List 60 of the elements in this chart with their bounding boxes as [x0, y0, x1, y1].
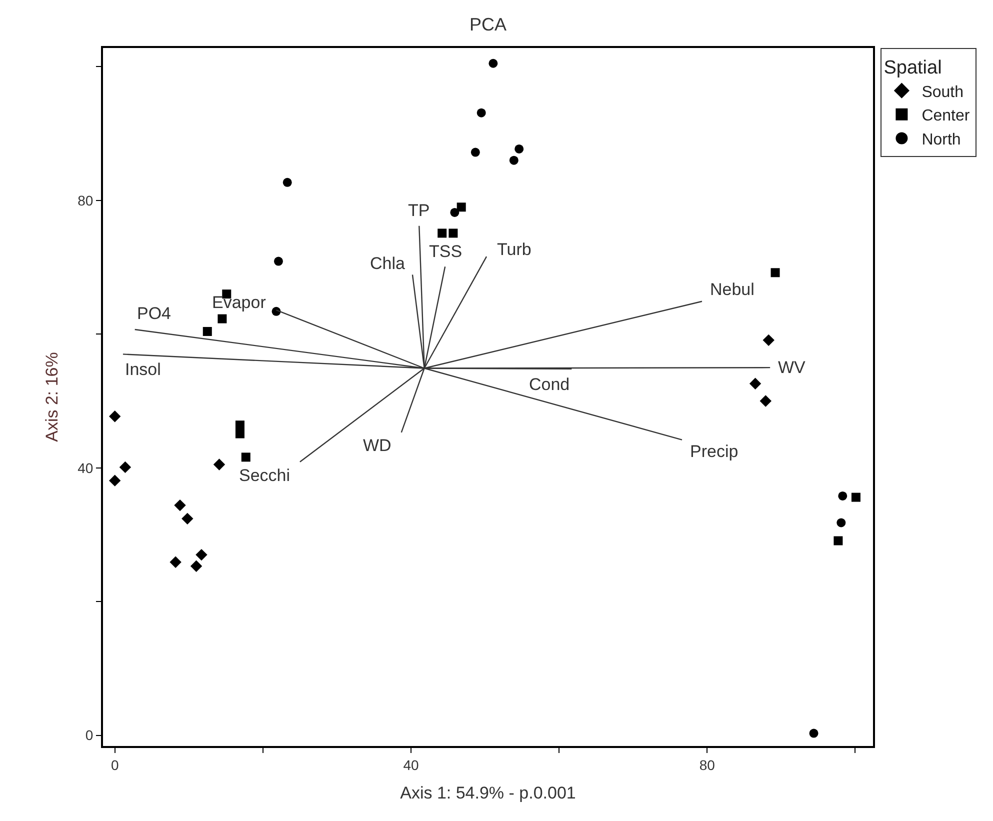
point [202, 326, 212, 336]
point [509, 156, 518, 165]
annotation: Cond [529, 375, 570, 394]
point [438, 228, 447, 238]
point [282, 178, 292, 187]
annotation: Turb [497, 240, 532, 259]
x-axis-title: Axis 1: 54.9% - p.0.001 [400, 784, 576, 803]
point [119, 461, 132, 474]
annotation: Secchi [239, 466, 290, 485]
point [190, 560, 202, 572]
legend-label: North [922, 131, 961, 148]
point [182, 512, 194, 525]
annotation: Nebul [710, 280, 754, 299]
point [109, 410, 121, 422]
chart-title: PCA [469, 14, 507, 35]
point [448, 228, 458, 238]
point [235, 420, 244, 430]
point [456, 202, 466, 212]
point [836, 518, 846, 528]
point [476, 108, 486, 118]
point [274, 256, 283, 266]
point [450, 208, 460, 217]
point [760, 395, 772, 407]
point [770, 268, 780, 278]
point [170, 556, 182, 568]
annotation: WV [778, 358, 806, 377]
annotation: Insol [125, 360, 161, 379]
point [488, 58, 498, 68]
point [235, 429, 244, 438]
point [470, 148, 480, 157]
y-tick-label: 0 [85, 727, 94, 744]
point [838, 491, 848, 500]
legend-label: Center [922, 108, 970, 125]
legend-title: Spatial [884, 58, 942, 79]
annotation: Evapor [212, 293, 266, 312]
annotation: PO4 [137, 304, 172, 323]
annotation: Precip [690, 442, 738, 461]
annotation: Chla [370, 254, 406, 273]
point [241, 452, 250, 462]
x-tick-label: 40 [403, 756, 419, 773]
point [762, 334, 774, 346]
y-tick-label: 80 [78, 192, 94, 208]
annotation: TSS [429, 242, 462, 261]
y-axis-title: Axis 2: 16% [42, 352, 62, 442]
annotation: WD [363, 436, 392, 455]
point [174, 499, 186, 512]
annotation: TP [408, 201, 430, 220]
point [514, 144, 524, 154]
point [851, 492, 860, 502]
y-tick-label: 40 [78, 460, 94, 476]
x-tick-label: 80 [699, 756, 716, 773]
x-tick-label: 0 [110, 756, 119, 773]
point [809, 728, 818, 738]
legend-label: South [922, 84, 964, 101]
point [749, 378, 762, 390]
point [218, 314, 227, 324]
point [196, 548, 208, 561]
point [109, 474, 121, 486]
point [834, 536, 843, 546]
point [213, 458, 226, 470]
